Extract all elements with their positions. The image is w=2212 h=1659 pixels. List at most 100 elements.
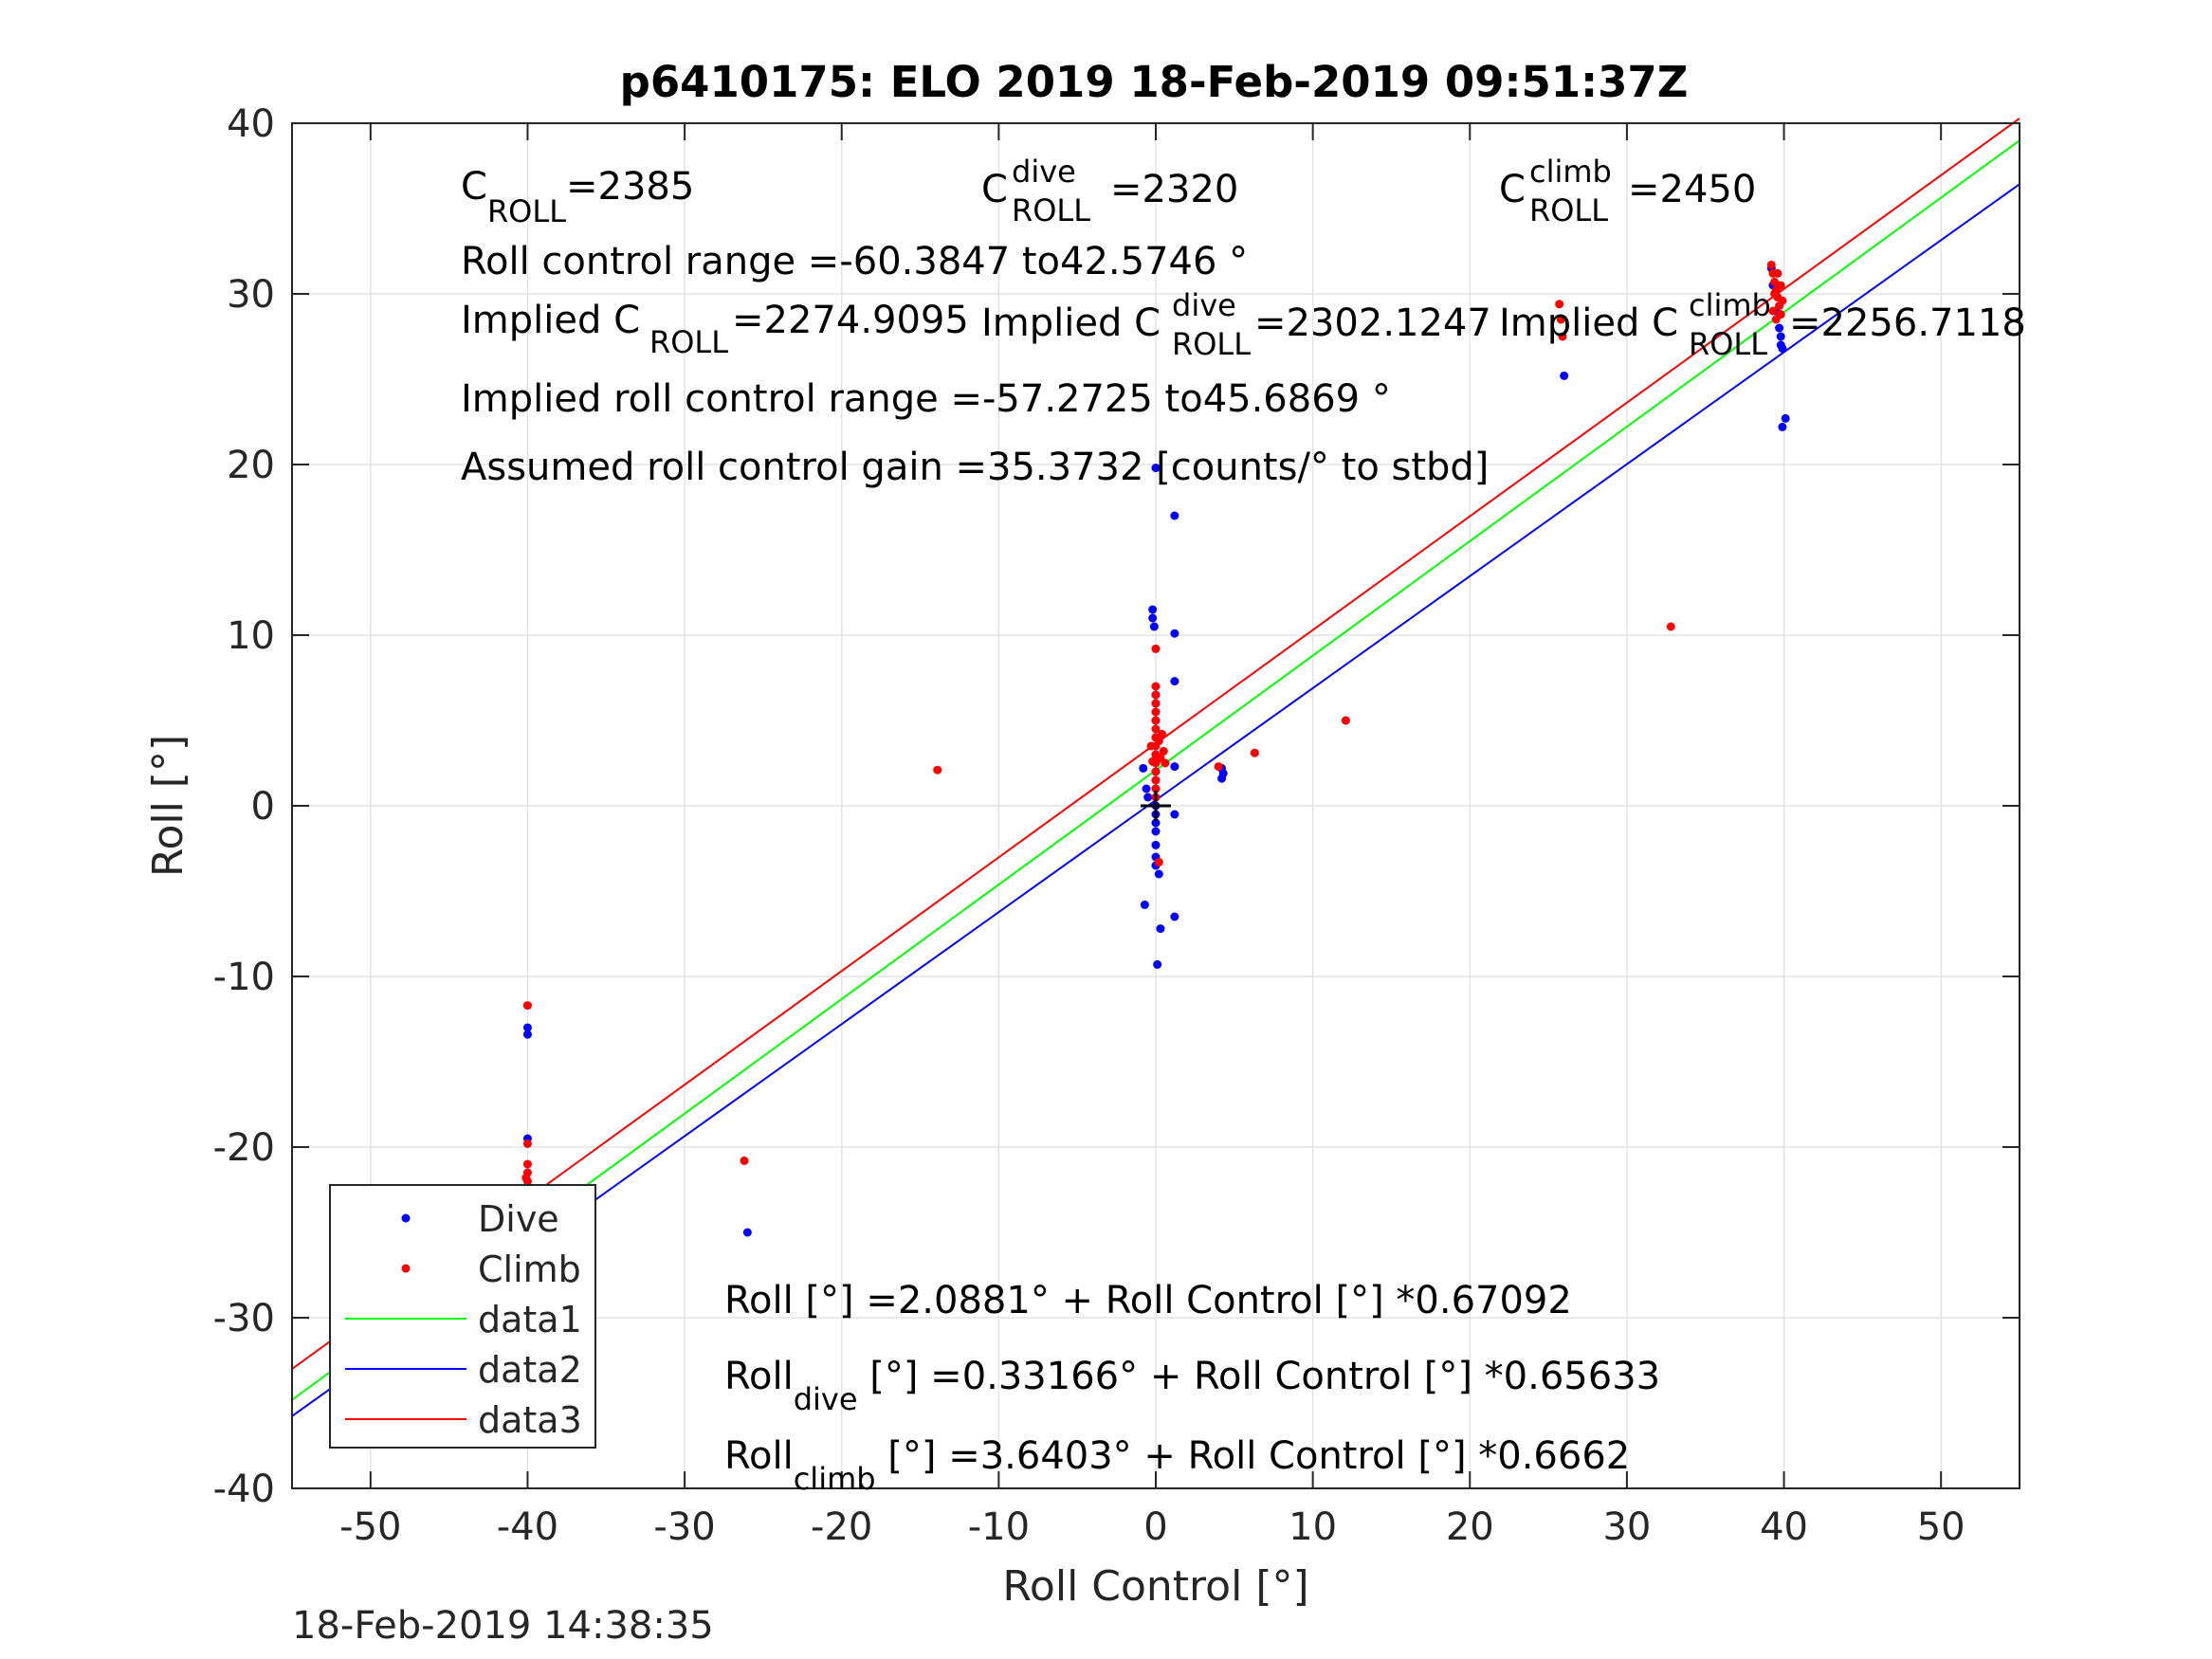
climb-point bbox=[1778, 296, 1787, 305]
legend-label: data3 bbox=[478, 1399, 582, 1441]
legend-label: data1 bbox=[478, 1299, 582, 1340]
y-tick-label: 0 bbox=[251, 785, 275, 829]
climb-point bbox=[1161, 758, 1170, 768]
dive-point bbox=[1140, 900, 1149, 909]
dive-point bbox=[1154, 869, 1163, 879]
dive-point bbox=[1560, 371, 1569, 380]
climb-point bbox=[1556, 315, 1565, 324]
climb-point bbox=[1151, 644, 1161, 653]
x-tick-label: -40 bbox=[497, 1505, 558, 1549]
y-tick-label: 20 bbox=[227, 444, 275, 487]
implied-c-roll-sub: ROLL bbox=[649, 324, 728, 360]
implied-c-dive-main: Implied C bbox=[981, 301, 1161, 345]
fit-climb-rest: [°] =3.6403° + Roll Control [°] *0.6662 bbox=[876, 1434, 1631, 1478]
legend-box bbox=[329, 1184, 596, 1449]
timestamp: 18-Feb-2019 14:38:35 bbox=[292, 1604, 714, 1648]
dive-point bbox=[1151, 464, 1161, 473]
climb-point bbox=[933, 765, 942, 775]
c-dive-main: C bbox=[981, 168, 1008, 211]
dive-point bbox=[1775, 323, 1784, 333]
c-climb-main: C bbox=[1499, 168, 1526, 211]
implied-c-climb-sup: climb bbox=[1689, 287, 1771, 323]
dive-point bbox=[1781, 413, 1790, 423]
x-tick-label: -20 bbox=[811, 1505, 872, 1549]
climb-point bbox=[1151, 682, 1161, 691]
fit-dive-main: Roll bbox=[724, 1355, 794, 1398]
c-climb-sub: ROLL bbox=[1529, 192, 1608, 228]
dive-point bbox=[1776, 332, 1785, 341]
x-axis-label: Roll Control [°] bbox=[1002, 1562, 1308, 1611]
ticks: -50 -40 -30 -20 -10 0 10 20 30 40 50 -40 -30 -20 -10 0 1… bbox=[213, 102, 2020, 1549]
climb-point bbox=[1771, 315, 1781, 324]
climb-point bbox=[740, 1156, 749, 1165]
legend-label: data2 bbox=[478, 1349, 582, 1391]
x-tick-label: -50 bbox=[339, 1505, 401, 1549]
y-tick-label: -10 bbox=[213, 956, 275, 999]
dive-point bbox=[1156, 924, 1165, 934]
dive-point bbox=[1153, 959, 1162, 969]
climb-point bbox=[1776, 281, 1785, 290]
c-dive-annotation: C bbox=[981, 168, 1008, 211]
fit-dive-rest: [°] =0.33166° + Roll Control [°] *0.6563… bbox=[858, 1355, 1661, 1398]
c-dive-sup: dive bbox=[1012, 154, 1076, 190]
legend-marker-climb bbox=[401, 1264, 411, 1273]
climb-point bbox=[1151, 724, 1161, 734]
x-tick-label: 10 bbox=[1289, 1505, 1337, 1549]
c-climb-value: =2450 bbox=[1628, 168, 1756, 211]
c-dive-value: =2320 bbox=[1110, 168, 1238, 211]
y-tick-label: 40 bbox=[227, 102, 275, 146]
climb-point bbox=[1154, 857, 1163, 866]
climb-point bbox=[1766, 260, 1776, 269]
c-roll-sub: ROLL bbox=[487, 193, 566, 229]
dive-point bbox=[1151, 840, 1161, 849]
dive-point bbox=[742, 1228, 752, 1237]
climb-point bbox=[1146, 741, 1156, 751]
dive-point bbox=[1170, 762, 1179, 772]
climb-point bbox=[1151, 707, 1161, 717]
fit-climb-sub: climb bbox=[794, 1461, 876, 1497]
dive-point bbox=[1139, 763, 1148, 773]
climb-point bbox=[1151, 767, 1161, 776]
implied-c-dive-sup: dive bbox=[1172, 287, 1236, 323]
climb-point bbox=[1154, 737, 1163, 746]
climb-point bbox=[1250, 748, 1259, 757]
x-tick-label: 50 bbox=[1917, 1505, 1965, 1549]
dive-point bbox=[522, 1030, 532, 1039]
climb-point bbox=[522, 1139, 532, 1148]
fit-dive-sub: dive bbox=[794, 1381, 858, 1417]
implied-c-climb-sub: ROLL bbox=[1689, 326, 1767, 362]
climb-point bbox=[1158, 729, 1167, 738]
dive-point bbox=[522, 1023, 532, 1032]
climb-point bbox=[1558, 332, 1567, 341]
dive-point bbox=[1170, 677, 1179, 686]
climb-point bbox=[1555, 300, 1564, 309]
legend-label: Climb bbox=[478, 1249, 581, 1290]
implied-c-climb-value: =2256.7118 bbox=[1789, 301, 2026, 345]
dive-point bbox=[1218, 769, 1228, 778]
dive-point bbox=[1143, 793, 1153, 802]
climb-point bbox=[1151, 784, 1161, 793]
dive-point bbox=[1170, 629, 1179, 638]
dive-point bbox=[1778, 422, 1787, 431]
dive-point bbox=[1151, 827, 1161, 836]
implied-c-climb-main: Implied C bbox=[1499, 301, 1678, 345]
fit-dive-equation: Rolldive [°] =0.33166° + Roll Control [°… bbox=[724, 1355, 1660, 1417]
climb-point bbox=[521, 1173, 531, 1182]
climb-point bbox=[1341, 716, 1350, 725]
dive-point bbox=[1142, 784, 1151, 793]
dive-point bbox=[1170, 912, 1179, 921]
x-tick-label: 40 bbox=[1760, 1505, 1808, 1549]
climb-point bbox=[1666, 622, 1675, 631]
y-tick-label: 10 bbox=[227, 614, 275, 658]
climb-point bbox=[1770, 289, 1780, 299]
dive-point bbox=[1170, 810, 1179, 819]
dive-point bbox=[1148, 613, 1158, 623]
assumed-gain: Assumed roll control gain =35.3732 [coun… bbox=[461, 446, 1489, 489]
climb-point bbox=[1768, 306, 1778, 316]
y-tick-label: -30 bbox=[213, 1297, 275, 1340]
y-axis-label: Roll [°] bbox=[144, 735, 192, 877]
c-roll-value: =2385 bbox=[566, 165, 694, 209]
y-tick-label: -20 bbox=[213, 1126, 275, 1170]
y-tick-label: 30 bbox=[227, 273, 275, 317]
x-tick-label: -30 bbox=[653, 1505, 715, 1549]
